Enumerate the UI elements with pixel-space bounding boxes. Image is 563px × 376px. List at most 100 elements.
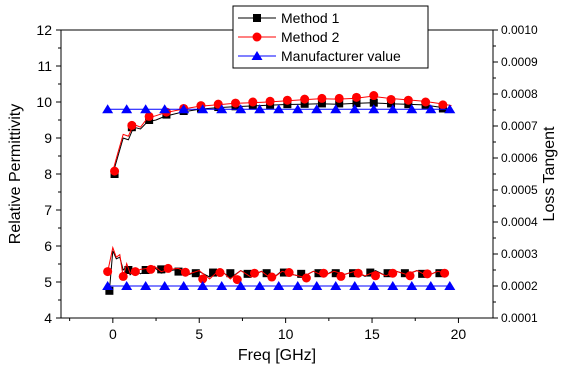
data-point [254,281,266,290]
data-point [421,97,431,107]
y2-tick-label: 0.0001 [501,311,538,325]
data-point [352,99,361,108]
x-tick-label: 10 [278,326,294,342]
y-tick-label: 7 [44,202,52,218]
series-layer [102,91,456,295]
x-tick-label: 15 [364,326,380,342]
data-point [284,268,294,278]
data-point [273,281,285,290]
data-point [140,104,152,114]
data-point [235,104,247,114]
y2-tick-label: 0.0002 [501,279,538,293]
data-point [180,267,190,277]
data-point [282,95,292,105]
data-point [383,269,392,278]
data-point [297,269,306,278]
data-point [349,281,361,290]
y-tick-label: 8 [44,166,52,182]
data-point [197,104,209,114]
data-point [215,268,225,278]
data-point [163,263,173,273]
y2-tick-label: 0.0009 [501,55,538,69]
data-point [300,94,310,104]
data-point [369,98,378,107]
data-point [130,267,140,277]
series-method-2-right [103,245,450,285]
x-axis-title: Freq [GHz] [238,347,316,364]
data-point [124,266,133,274]
data-point [140,281,152,290]
legend-label: Method 1 [281,10,340,26]
data-point [121,104,133,114]
data-point [444,104,456,114]
data-point [265,96,275,106]
data-point [105,286,114,295]
y-tick-label: 5 [44,274,52,290]
data-point [273,104,285,114]
data-point [191,269,200,278]
data-point [317,99,326,108]
y-tick-label: 9 [44,130,52,146]
data-point [262,269,271,278]
data-point [317,93,327,103]
data-point [159,281,171,290]
data-point [157,265,166,274]
data-point [232,275,242,285]
data-point [292,281,304,290]
data-point [406,281,418,290]
data-point [102,104,114,114]
data-point [387,104,399,114]
data-point [330,104,342,114]
data-point [406,104,418,114]
data-point [444,281,456,290]
data-point [351,92,361,102]
legend-marker [251,51,263,60]
axes-layer: 0 5 10 15 20 4 5 6 7 8 9 10 11 12 0.0001 0.0002 0.0003 0.… [36,22,538,342]
data-point [386,94,396,104]
data-point [267,272,277,282]
data-point [235,281,247,290]
data-point [102,281,114,290]
legend: Method 1 Method 2 Manufacturer value [232,5,429,69]
data-point [226,269,235,278]
data-point [387,281,399,290]
y2-tick-label: 0.0004 [501,215,538,229]
x-tick-label: 5 [195,326,203,342]
data-point [405,271,415,281]
data-point [159,104,171,114]
data-point [330,281,342,290]
data-point [197,281,209,290]
data-point [301,273,311,283]
data-point [369,91,379,101]
data-point [178,281,190,290]
series-method-1-right [105,250,449,295]
y-axis-title: Relative Permittivity [7,104,24,244]
data-point [300,99,309,108]
y2-tick-label: 0.0008 [501,87,538,101]
data-point [178,104,190,114]
x-tick-label: 20 [451,326,467,342]
data-point [435,269,444,278]
data-point [425,104,437,114]
data-point [146,264,156,274]
data-point [388,268,398,278]
data-point [319,268,329,278]
data-point [349,269,358,278]
series-manufacturer-value-right [102,281,456,290]
y2-tick-label: 0.0010 [501,23,538,37]
data-point [331,269,340,278]
data-point [368,281,380,290]
data-point [243,269,252,278]
data-point [209,268,218,277]
data-point [403,95,413,105]
data-point [248,97,258,107]
data-point [127,120,137,130]
data-point [198,274,208,284]
data-point [144,111,154,121]
data-point [103,267,113,277]
data-point [370,271,380,281]
data-point [335,99,344,108]
data-point [311,281,323,290]
y2-tick-label: 0.0005 [501,183,538,197]
data-point [279,268,288,277]
